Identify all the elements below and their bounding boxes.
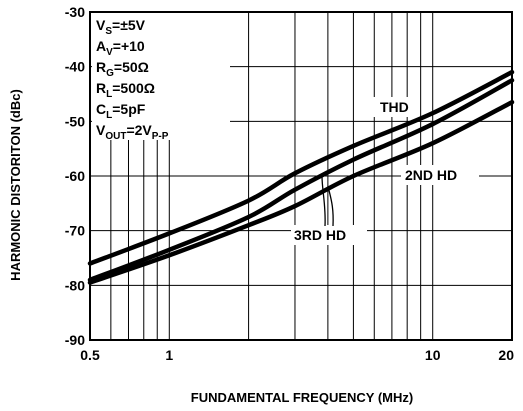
3rd-hd-leader-b (327, 185, 334, 227)
test-conditions: VS=±5VAV=+10RG=50ΩRL=500ΩCL=5pFVOUT=2VP-… (96, 17, 169, 142)
y-tick-label: -60 (65, 168, 85, 184)
series-line-2nd-hd (87, 78, 515, 283)
condition-line: VOUT=2VP-P (96, 122, 169, 142)
series-label-3rd-hd: 3RD HD (294, 227, 346, 243)
series-label-thd: THD (380, 99, 409, 115)
plot-frame (89, 11, 513, 341)
y-axis-title: HARMONIC DISTORITON (dBc) (8, 89, 23, 281)
condition-line: AV=+10 (96, 38, 145, 58)
x-tick-label: 1 (165, 347, 173, 363)
y-tick-label: -70 (65, 223, 85, 239)
series-label-2nd-hd: 2ND HD (405, 167, 457, 183)
x-tick-label: 20 (498, 347, 514, 363)
y-tick-label: -30 (65, 4, 85, 20)
series-line-thd (87, 69, 515, 266)
2nd-hd-label-bg (401, 165, 479, 185)
y-tick-label: -90 (65, 332, 85, 348)
y-tick-label: -50 (65, 113, 85, 129)
thd-label-bg (372, 97, 414, 117)
x-axis-title: FUNDAMENTAL FREQUENCY (MHz) (191, 390, 413, 405)
y-tick-label: -40 (65, 59, 85, 75)
3rd-hd-label-bg (291, 225, 367, 245)
condition-line: VS=±5V (96, 17, 146, 37)
condition-line: RG=50Ω (96, 59, 149, 79)
x-tick-label: 0.5 (80, 347, 100, 363)
condition-line: RL=500Ω (96, 80, 155, 100)
series-line-3rd-hd (87, 99, 515, 285)
conditions-box (92, 12, 230, 140)
series-lines (87, 69, 515, 285)
3rd-hd-leader-a (321, 175, 326, 227)
y-tick-label: -80 (65, 277, 85, 293)
x-tick-label: 10 (425, 347, 441, 363)
condition-line: CL=5pF (96, 101, 146, 121)
tick-labels: -90 -80 -70 -60 -50 -40 -30 0.5 1 10 20 (65, 4, 514, 363)
